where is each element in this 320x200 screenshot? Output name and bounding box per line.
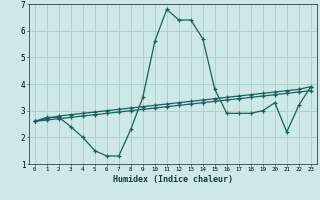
X-axis label: Humidex (Indice chaleur): Humidex (Indice chaleur) [113,175,233,184]
